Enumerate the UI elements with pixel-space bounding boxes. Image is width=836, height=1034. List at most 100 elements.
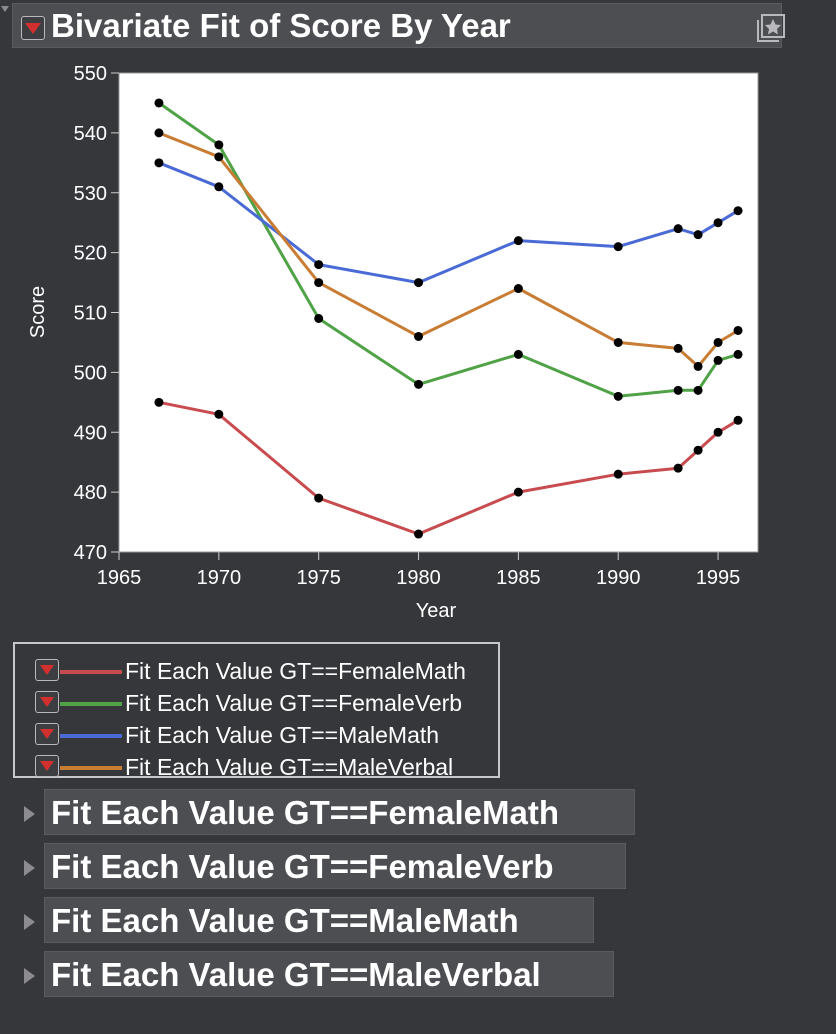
data-point xyxy=(414,278,424,288)
data-point xyxy=(673,224,683,234)
data-point xyxy=(513,487,523,497)
y-tick-label: 540 xyxy=(74,123,107,145)
data-point xyxy=(214,409,224,419)
pin-star-icon[interactable] xyxy=(753,12,787,46)
data-point xyxy=(613,391,623,401)
x-axis-label: Year xyxy=(416,600,457,622)
data-point xyxy=(613,337,623,347)
data-point xyxy=(733,349,743,359)
data-point xyxy=(713,355,723,365)
data-point xyxy=(414,331,424,341)
disclosure-triangle-icon[interactable] xyxy=(24,806,35,822)
data-point xyxy=(733,325,743,335)
data-point xyxy=(673,343,683,353)
data-point xyxy=(414,529,424,539)
section-title: Fit Each Value GT==MaleVerbal xyxy=(51,956,541,993)
y-tick-label: 510 xyxy=(74,303,107,325)
data-point xyxy=(314,278,324,288)
chart-svg: 470 480 490 500 510 520 530 540 550 1965 1970 1975… xyxy=(27,63,759,622)
data-point xyxy=(214,140,224,150)
legend-item[interactable]: Fit Each Value GT==FemaleVerb xyxy=(31,684,496,716)
data-point xyxy=(733,206,743,216)
data-point xyxy=(713,337,723,347)
x-tick-label: 1985 xyxy=(496,567,541,589)
bivariate-chart: 470 480 490 500 510 520 530 540 550 1965 1970 1975… xyxy=(0,55,780,630)
data-point xyxy=(513,236,523,246)
x-tick-label: 1970 xyxy=(197,567,242,589)
y-tick-label: 520 xyxy=(74,243,107,265)
section-malemath[interactable]: Fit Each Value GT==MaleMath xyxy=(0,897,836,945)
x-axis: 1965 1970 1975 1980 1985 1990 1995 xyxy=(97,552,741,589)
y-tick-label: 480 xyxy=(74,482,107,504)
x-tick-label: 1990 xyxy=(596,567,641,589)
disclosure-triangle-icon[interactable] xyxy=(24,914,35,930)
x-tick-label: 1995 xyxy=(696,567,741,589)
series-line xyxy=(158,131,739,368)
series-line xyxy=(158,101,739,398)
section-femalemath[interactable]: Fit Each Value GT==FemaleMath xyxy=(0,789,836,837)
y-axis-label: Score xyxy=(27,286,49,338)
legend-item[interactable]: Fit Each Value GT==MaleVerbal xyxy=(31,748,496,780)
data-point xyxy=(713,427,723,437)
data-point xyxy=(613,242,623,252)
legend-swatch xyxy=(60,702,122,706)
section-title: Fit Each Value GT==MaleMath xyxy=(51,902,519,939)
data-point xyxy=(513,349,523,359)
y-tick-label: 490 xyxy=(74,422,107,444)
data-point xyxy=(673,463,683,473)
section-title: Fit Each Value GT==FemaleMath xyxy=(51,794,560,831)
legend-swatch xyxy=(60,766,122,770)
y-tick-label: 550 xyxy=(74,63,107,85)
report-title-bar: Bivariate Fit of Score By Year xyxy=(12,3,785,48)
red-triangle-menu-icon[interactable] xyxy=(35,755,59,777)
red-triangle-menu-icon[interactable] xyxy=(35,691,59,713)
red-triangle-menu-icon[interactable] xyxy=(35,659,59,681)
data-point xyxy=(154,158,164,168)
data-point xyxy=(214,182,224,192)
legend-label: Fit Each Value GT==MaleVerbal xyxy=(125,754,454,780)
collapse-arrow-icon[interactable] xyxy=(1,6,9,12)
x-tick-label: 1975 xyxy=(296,567,341,589)
legend-label: Fit Each Value GT==MaleMath xyxy=(125,722,440,748)
data-point xyxy=(314,260,324,270)
data-point xyxy=(613,469,623,479)
disclosure-triangle-icon[interactable] xyxy=(24,860,35,876)
data-point xyxy=(154,128,164,138)
data-point xyxy=(693,445,703,455)
data-point xyxy=(154,397,164,407)
legend: Fit Each Value GT==FemaleMath Fit Each V… xyxy=(13,642,500,780)
series-line xyxy=(158,400,739,536)
y-tick-label: 470 xyxy=(74,542,107,564)
section-header[interactable]: Fit Each Value GT==MaleMath xyxy=(44,897,594,943)
legend-item[interactable]: Fit Each Value GT==MaleMath xyxy=(31,716,496,748)
y-tick-label: 500 xyxy=(74,362,107,384)
legend-label: Fit Each Value GT==FemaleVerb xyxy=(125,690,463,716)
section-header[interactable]: Fit Each Value GT==MaleVerbal xyxy=(44,951,614,997)
red-triangle-menu-icon[interactable] xyxy=(21,16,45,40)
data-point xyxy=(314,313,324,323)
data-point xyxy=(214,152,224,162)
section-maleverbal[interactable]: Fit Each Value GT==MaleVerbal xyxy=(0,951,836,999)
data-point xyxy=(693,385,703,395)
data-point xyxy=(673,385,683,395)
section-header[interactable]: Fit Each Value GT==FemaleMath xyxy=(44,789,635,835)
series-line xyxy=(158,161,739,285)
legend-item[interactable]: Fit Each Value GT==FemaleMath xyxy=(31,652,496,684)
y-tick-label: 530 xyxy=(74,183,107,205)
report-title: Bivariate Fit of Score By Year xyxy=(51,7,511,44)
legend-swatch xyxy=(60,734,122,738)
red-triangle-menu-icon[interactable] xyxy=(35,723,59,745)
x-tick-label: 1980 xyxy=(396,567,441,589)
section-femaleverb[interactable]: Fit Each Value GT==FemaleVerb xyxy=(0,843,836,891)
data-point xyxy=(314,493,324,503)
data-point xyxy=(693,361,703,371)
data-point xyxy=(713,218,723,228)
x-tick-label: 1965 xyxy=(97,567,142,589)
section-header[interactable]: Fit Each Value GT==FemaleVerb xyxy=(44,843,626,889)
data-point xyxy=(154,98,164,108)
legend-swatch xyxy=(60,670,122,674)
data-point xyxy=(693,230,703,240)
data-point xyxy=(733,415,743,425)
series-layer xyxy=(154,98,743,539)
disclosure-triangle-icon[interactable] xyxy=(24,968,35,984)
